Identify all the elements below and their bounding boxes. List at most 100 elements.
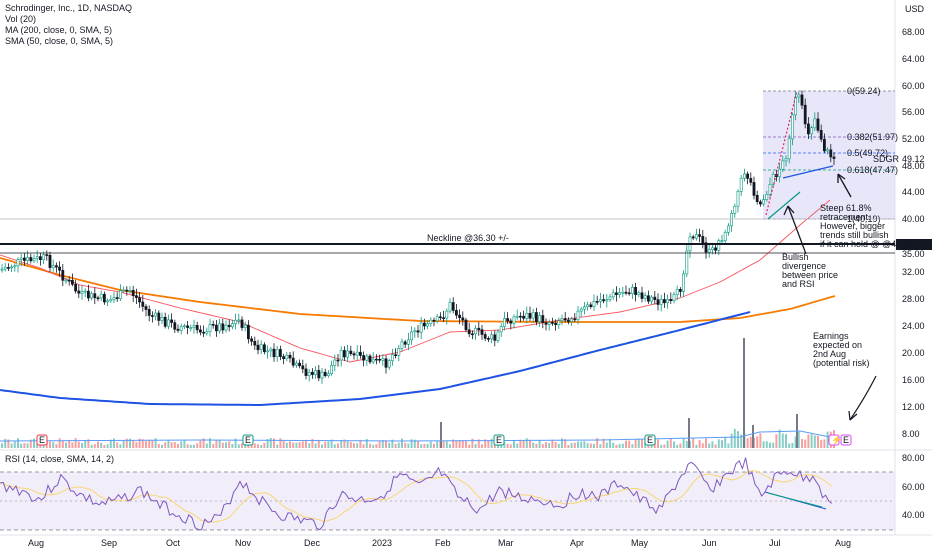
symbol-title[interactable]: Schrodinger, Inc., 1D, NASDAQ (5, 3, 133, 13)
earnings-marker[interactable] (36, 434, 48, 446)
candle-body (330, 365, 334, 374)
earnings-marker[interactable] (840, 434, 852, 446)
fib-retracement-zone[interactable] (763, 91, 895, 219)
earnings-marker[interactable] (644, 434, 656, 446)
volume-bar (420, 444, 423, 448)
ma200-legend[interactable]: MA (200, close, 0, SMA, 5) (5, 25, 113, 35)
candle-body (103, 293, 106, 303)
candle-body (435, 316, 439, 322)
volume-bar (413, 439, 416, 448)
currency-label: USD (905, 4, 925, 14)
long-term-trendline[interactable] (0, 311, 751, 406)
volume-bar (65, 442, 67, 448)
volume-bar (589, 443, 592, 448)
candle-body (394, 354, 398, 357)
volume-bar (477, 439, 480, 448)
candle-body (784, 158, 788, 162)
candle-body (336, 359, 340, 362)
price-axis[interactable]: 68.00 64.00 60.00 56.00 52.00 48.00 44.00 40.00… (902, 27, 925, 439)
volume-bar (177, 443, 179, 448)
candle-body (515, 315, 519, 318)
volume-bar (676, 444, 679, 448)
earnings-marker[interactable] (242, 434, 254, 446)
candle-body (797, 94, 801, 98)
time-axis-label: May (631, 538, 649, 548)
candle-body (765, 194, 769, 200)
volume-bar (599, 444, 602, 448)
price-axis-label: 56.00 (902, 107, 925, 117)
candle-body (781, 160, 785, 170)
volume-bar (260, 445, 263, 448)
candle-body (173, 322, 177, 330)
volume-bar (660, 444, 663, 448)
svg-text:2nd Aug: 2nd Aug (813, 349, 846, 359)
volume-bar (58, 438, 61, 448)
volume-bar (378, 441, 381, 448)
volume-bar (733, 428, 736, 448)
candle-body (672, 294, 676, 302)
candle-body (71, 279, 74, 285)
volume-bar (215, 440, 218, 448)
volume-bar (698, 440, 701, 448)
candle-body (794, 96, 798, 116)
volume-bar (509, 444, 512, 448)
volume-bar (276, 444, 279, 448)
volume-legend[interactable]: Vol (20) (5, 14, 37, 24)
volume-bar (785, 434, 787, 448)
candle-body (723, 232, 727, 241)
ma200-line (0, 257, 836, 323)
volume-bar (500, 445, 503, 448)
candle-body (317, 370, 321, 379)
candle-body (157, 312, 161, 321)
rsi-axis-label: 40.00 (902, 510, 925, 520)
svg-text:E: E (39, 435, 45, 445)
volume-bar (119, 444, 122, 448)
volume-bar (346, 440, 349, 448)
candle-body (413, 330, 417, 333)
candle-body (262, 344, 266, 353)
candle-body (653, 296, 657, 301)
candle-body (87, 290, 90, 299)
candle-body (131, 289, 135, 296)
candle-body (141, 301, 145, 307)
candle-body (499, 326, 503, 333)
candle-body (736, 191, 740, 207)
volume-bar (577, 441, 579, 448)
volume-bar (305, 439, 307, 448)
candle-body (358, 351, 362, 356)
rsi-legend[interactable]: RSI (14, close, SMA, 14, 2) (5, 454, 115, 464)
sma50-legend[interactable]: SMA (50, close, 0, SMA, 5) (5, 36, 114, 46)
candle-body (307, 371, 311, 376)
divergence-note: Bullish divergence between price and RSI (782, 252, 838, 289)
candle-body (576, 310, 580, 320)
candle-body (349, 350, 353, 355)
lightning-marker[interactable] (828, 434, 840, 446)
time-axis-label: Oct (166, 538, 181, 548)
volume-bar (746, 438, 749, 448)
volume-bar (724, 436, 727, 448)
candle-body (215, 324, 218, 332)
volume-bar (359, 439, 362, 448)
time-axis[interactable]: Aug Sep Oct Nov Dec 2023 Feb Mar Apr May Jun Jul Aug (28, 538, 851, 548)
volume-bar (173, 442, 176, 448)
candle-body (634, 286, 638, 295)
volume-bar (353, 443, 355, 448)
volume-bar (129, 438, 131, 448)
candle-body (490, 334, 494, 340)
volume-bar (513, 440, 515, 448)
candle-body (278, 349, 282, 357)
earnings-marker[interactable] (493, 434, 505, 446)
candle-body (605, 299, 609, 302)
volume-bar (266, 438, 269, 448)
candle-body (528, 312, 532, 319)
event-markers[interactable]: E E E E ⚡ E (36, 434, 852, 446)
volume-bar (225, 442, 227, 448)
candle-body (682, 273, 686, 292)
volume-bar (394, 443, 397, 448)
volume-bar (122, 440, 125, 448)
volume-bar (580, 441, 583, 448)
candle-body (547, 322, 551, 325)
volume-bar (487, 440, 490, 448)
fib-level-label: 0(59.24) (847, 86, 881, 96)
